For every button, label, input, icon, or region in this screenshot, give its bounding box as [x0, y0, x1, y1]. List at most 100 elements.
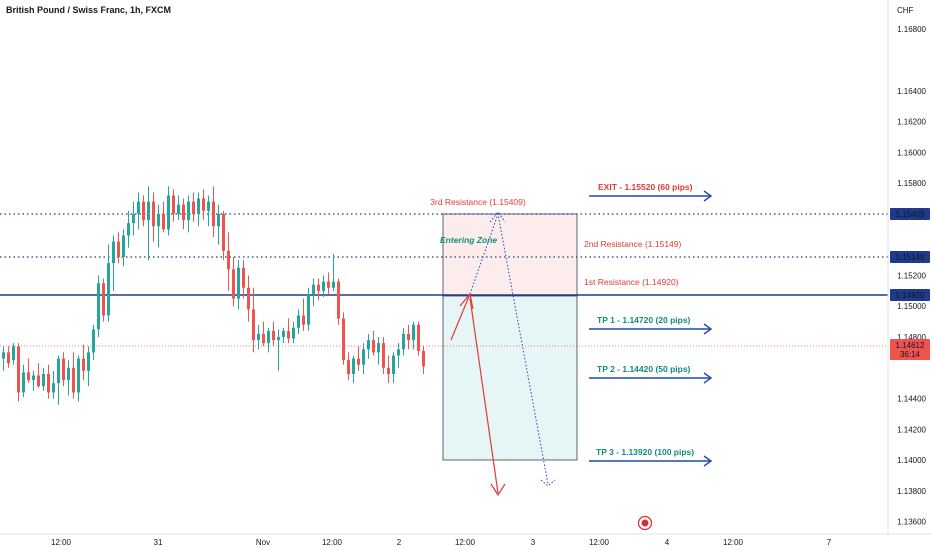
candle-body-51	[257, 333, 260, 341]
time-tick-0: 12:00	[51, 538, 72, 547]
trade-arrows	[450, 211, 556, 497]
second-resistance-label: 2nd Resistance (1.15149)	[584, 239, 682, 249]
tp2-label: TP 2 - 1.14420 (50 pips)	[597, 364, 691, 374]
candle-body-43	[217, 213, 220, 227]
price-tick-3: 1.16000	[897, 148, 926, 157]
candle-body-61	[307, 293, 310, 325]
price-tick-0: 1.16800	[897, 25, 926, 34]
candle-body-12	[62, 358, 65, 381]
exit-arrowhead	[703, 190, 713, 202]
candle-body-44	[222, 213, 225, 251]
time-tick-5: 12:00	[455, 538, 476, 547]
candle-body-3	[17, 346, 20, 393]
candle-body-17	[87, 352, 90, 371]
badge-countdown-text: 36:14	[900, 350, 921, 359]
candle-body-76	[382, 343, 385, 368]
time-tick-3: 12:00	[322, 538, 343, 547]
price-tick-7: 1.15000	[897, 302, 926, 311]
third-resistance-label: 3rd Resistance (1.15409)	[430, 197, 526, 207]
candle-body-60	[302, 315, 305, 325]
candle-body-78	[392, 355, 395, 374]
candle-body-74	[372, 340, 375, 353]
time-tick-8: 4	[665, 538, 670, 547]
candle-body-4	[22, 372, 25, 393]
tp1-label: TP 1 - 1.14720 (20 pips)	[597, 315, 691, 325]
entry-arrow-line	[450, 293, 471, 341]
symbol-title: British Pound / Swiss Franc, 1h, FXCM	[6, 5, 171, 15]
candle-body-53	[267, 330, 270, 344]
candle-body-23	[117, 241, 120, 257]
time-tick-10: 7	[827, 538, 832, 547]
candle-body-45	[227, 250, 230, 270]
candle-body-15	[77, 358, 80, 393]
price-label-badges: 1.15409 1.15149 1.14920 1.14612 36:14	[890, 208, 930, 360]
candle-body-32	[162, 213, 165, 230]
candle-body-39	[197, 198, 200, 214]
price-axis[interactable]: CHF 1.16800 1.16400 1.16200 1.16000 1.15800 1…	[887, 0, 930, 534]
candle-body-19	[97, 283, 100, 330]
badge-second-resistance-text: 1.15149	[896, 253, 925, 262]
time-tick-7: 12:00	[589, 538, 610, 547]
candle-body-2	[12, 346, 15, 361]
candle-body-63	[317, 284, 320, 291]
candle-body-46	[232, 269, 235, 299]
time-tick-9: 12:00	[723, 538, 744, 547]
candle-body-68	[342, 318, 345, 361]
candle-body-70	[352, 358, 355, 374]
badge-current-price-text: 1.14612	[896, 341, 925, 350]
entering-zone-label: Entering Zone	[440, 235, 497, 245]
sell-zone	[442, 213, 578, 297]
scenario-peak-head	[489, 211, 506, 223]
time-tick-labels: 12:00 31 Nov 12:00 2 12:00 3 12:00 4 12:00 7	[51, 538, 832, 547]
candle-body-69	[347, 360, 350, 374]
price-tick-4: 1.15800	[897, 179, 926, 188]
candle-body-67	[337, 281, 340, 319]
candle-body-38	[192, 201, 195, 214]
candle-body-22	[112, 241, 115, 264]
candle-body-37	[187, 201, 190, 221]
candle-body-8	[42, 373, 45, 387]
price-tick-6: 1.15200	[897, 271, 926, 280]
candle-body-25	[127, 223, 130, 236]
tp3-label: TP 3 - 1.13920 (100 pips)	[596, 447, 694, 457]
candle-body-6	[32, 375, 35, 381]
logo-icon-core	[641, 519, 649, 527]
candle-body-56	[282, 330, 285, 338]
tp3-arrowhead	[703, 455, 713, 467]
price-tick-2: 1.16200	[897, 118, 926, 127]
candle-body-80	[402, 333, 405, 350]
candle-body-11	[57, 358, 60, 384]
candle-body-50	[252, 309, 255, 341]
candle-body-27	[137, 201, 140, 214]
badge-first-resistance	[890, 289, 930, 301]
candle-body-77	[387, 367, 390, 374]
candle-body-18	[92, 329, 95, 353]
time-axis[interactable]: 12:00 31 Nov 12:00 2 12:00 3 12:00 4 12:00 7	[0, 533, 932, 547]
badge-first-resistance-text: 1.14920	[896, 291, 925, 300]
candle-body-34	[172, 195, 175, 214]
candle-body-16	[82, 358, 85, 371]
target-arrows	[589, 190, 713, 467]
price-tick-9: 1.14400	[897, 395, 926, 404]
candle-body-13	[67, 367, 70, 381]
candle-body-47	[237, 267, 240, 299]
candle-body-66	[332, 281, 335, 288]
drop-arrow-line	[469, 297, 499, 494]
candle-body-58	[292, 327, 295, 339]
scenario-end-head	[540, 479, 556, 487]
candle-body-14	[72, 367, 75, 393]
candle-body-49	[247, 287, 250, 310]
candle-body-0	[2, 352, 5, 359]
badge-current-price	[890, 339, 930, 360]
candle-body-64	[322, 281, 325, 291]
candle-body-26	[132, 213, 135, 224]
candle-body-41	[207, 201, 210, 211]
candle-body-75	[377, 343, 380, 353]
candle-body-79	[397, 349, 400, 356]
candle-body-81	[407, 333, 410, 341]
time-tick-6: 3	[531, 538, 536, 547]
candle-body-1	[7, 352, 10, 364]
candle-body-65	[327, 281, 330, 288]
candle-body-73	[367, 340, 370, 350]
